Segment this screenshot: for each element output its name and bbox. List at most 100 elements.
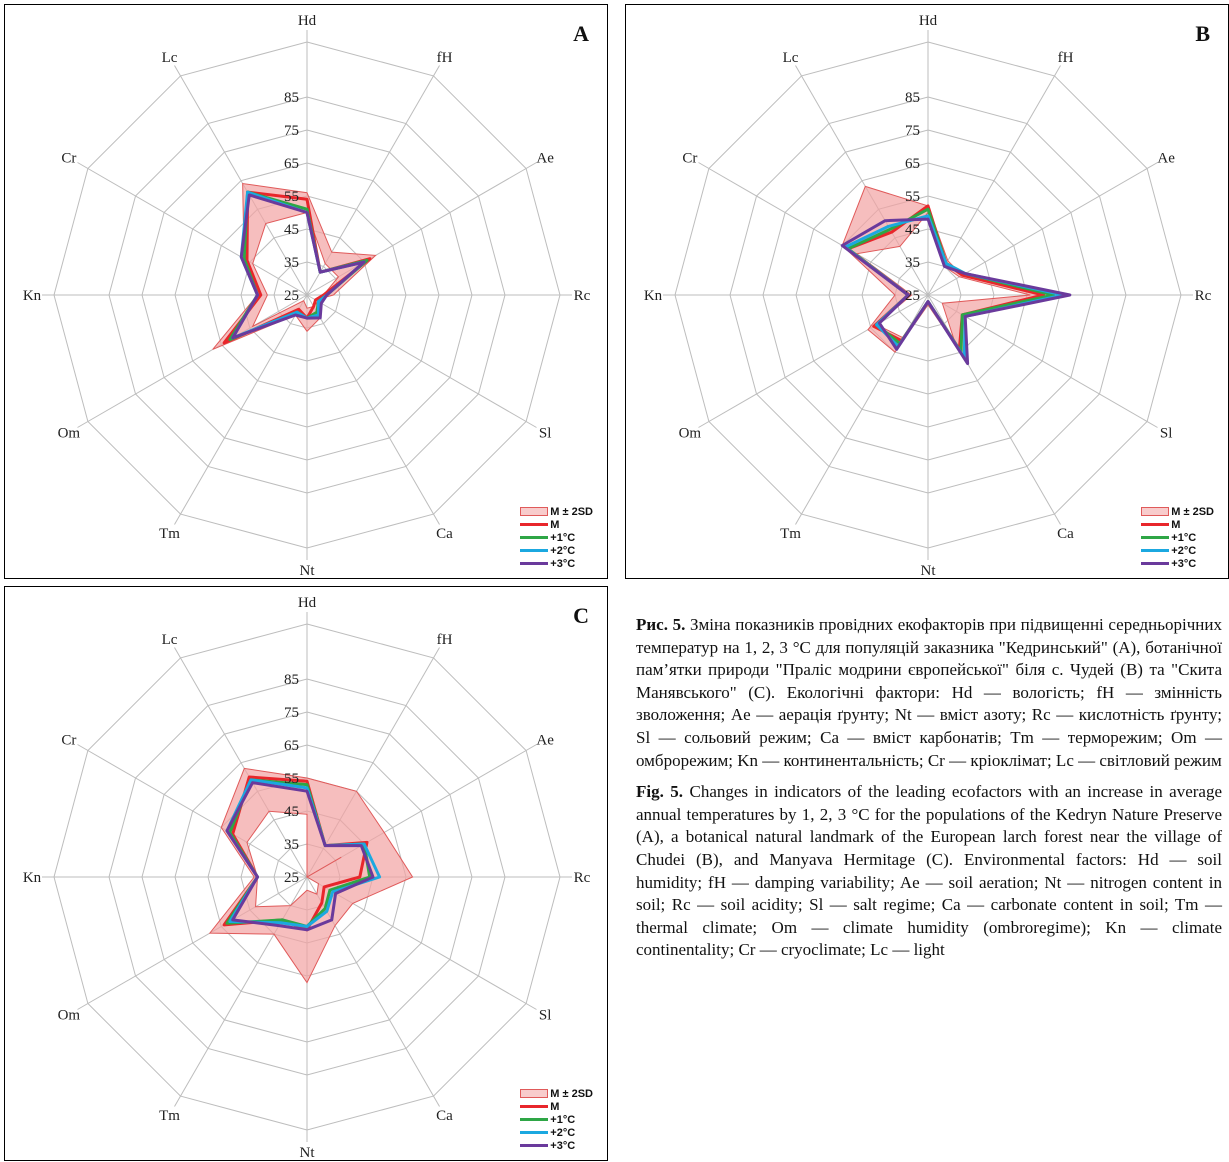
radar-panel-c: 25 35 45 55 65 75 85 Hd fH Ae Rc Sl Ca Nt Tm Om Kn Cr Lc C… (4, 586, 608, 1161)
axis-label-kn: Kn (23, 288, 42, 304)
tick-label: 65 (905, 156, 920, 172)
grid-spoke (698, 162, 929, 296)
legend-entry-plus1: +1°C (520, 531, 593, 544)
legend-label-plus1: +1°C (550, 531, 576, 544)
tick-label: 65 (284, 738, 299, 754)
axis-label-nt: Nt (300, 563, 316, 579)
legend-swatch-band (520, 507, 549, 516)
tick-label: 35 (284, 837, 299, 853)
caption-ukrainian: Рис. 5. Зміна показників провідних екофа… (636, 614, 1222, 772)
tick-label: 55 (905, 189, 920, 205)
caption-en-text: Changes in indicators of the leading eco… (636, 782, 1223, 960)
grid-spoke (174, 294, 308, 525)
grid-spoke (306, 294, 440, 525)
legend-swatch-plus3 (520, 562, 549, 565)
tick-label: 45 (284, 804, 299, 820)
band-area (208, 767, 414, 984)
axis-label-rc: Rc (574, 288, 591, 304)
tick-label: 25 (284, 288, 299, 304)
caption-ua-label: Рис. 5. (636, 615, 686, 634)
tick-label: 35 (905, 255, 920, 271)
caption-english: Fig. 5. Changes in indicators of the lea… (636, 781, 1222, 962)
legend-swatch-plus3 (1141, 562, 1170, 565)
legend-label-plus3: +3°C (550, 1139, 576, 1152)
legend-entry-plus3: +3°C (1141, 557, 1214, 570)
legend-swatch-plus2 (520, 549, 549, 552)
legend-label-band: M ± 2SD (550, 505, 593, 518)
legend-entry-plus2: +2°C (520, 544, 593, 557)
radar-panel-a: 25 35 45 55 65 75 85 Hd fH Ae Rc Sl Ca Nt Tm Om Kn Cr Lc A… (4, 4, 608, 579)
grid-spoke (698, 294, 929, 428)
legend-label-band: M ± 2SD (550, 1087, 593, 1100)
legend-swatch-plus1 (1141, 536, 1170, 539)
tick-label: 75 (284, 705, 299, 721)
legend-swatch-plus3 (520, 1144, 549, 1147)
legend-swatch-plus1 (520, 536, 549, 539)
axis-label-lc: Lc (162, 632, 178, 648)
axis-label-om: Om (58, 1008, 81, 1024)
legend-label-m: M (550, 518, 560, 531)
panel-letter-b: B (1195, 21, 1210, 46)
axis-label-tm: Tm (159, 526, 180, 542)
legend-swatch-plus2 (1141, 549, 1170, 552)
axis-label-kn: Kn (23, 870, 42, 886)
legend-label-plus2: +2°C (550, 1126, 576, 1139)
axis-label-nt: Nt (921, 563, 937, 579)
grid-spoke (77, 744, 308, 878)
legend-swatch-m (520, 523, 549, 526)
tick-label: 35 (284, 255, 299, 271)
legend-label-plus3: +3°C (1171, 557, 1197, 570)
axis-label-kn: Kn (644, 288, 663, 304)
axis-label-lc: Lc (783, 50, 799, 66)
axis-label-fh: fH (437, 50, 453, 66)
legend-label-band: M ± 2SD (1171, 505, 1214, 518)
axis-label-om: Om (679, 426, 702, 442)
legend-entry-plus1: +1°C (520, 1113, 593, 1126)
grid-spoke (927, 65, 1061, 296)
series-line-3-c (840, 217, 1072, 366)
tick-label: 75 (905, 123, 920, 139)
tick-label: 55 (284, 189, 299, 205)
axis-label-cr: Cr (61, 151, 76, 167)
legend-entry-plus1: +1°C (1141, 531, 1214, 544)
legend-swatch-plus1 (520, 1118, 549, 1121)
tick-label: 25 (905, 288, 920, 304)
tick-label: 25 (284, 870, 299, 886)
grid-spoke (306, 294, 537, 428)
axis-label-hd: Hd (298, 13, 317, 29)
legend-label-plus2: +2°C (550, 544, 576, 557)
legend-entry-band: M ± 2SD (1141, 505, 1214, 518)
axis-label-sl: Sl (539, 426, 552, 442)
legend-entry-band: M ± 2SD (520, 1087, 593, 1100)
chart-legend-b: M ± 2SD M +1°C +2°C +3°C (1141, 505, 1214, 570)
chart-legend-c: M ± 2SD M +1°C +2°C +3°C (520, 1087, 593, 1152)
axis-label-ca: Ca (1057, 526, 1074, 542)
axis-label-fh: fH (1058, 50, 1074, 66)
legend-label-plus2: +2°C (1171, 544, 1197, 557)
legend-swatch-plus2 (520, 1131, 549, 1134)
legend-entry-plus3: +3°C (520, 1139, 593, 1152)
axis-label-ca: Ca (436, 1108, 453, 1124)
axis-label-sl: Sl (1160, 426, 1173, 442)
tick-label: 85 (284, 672, 299, 688)
radar-chart-a: 25 35 45 55 65 75 85 Hd fH Ae Rc Sl Ca Nt Tm Om Kn Cr Lc (23, 13, 591, 579)
axis-label-cr: Cr (61, 733, 76, 749)
axis-label-om: Om (58, 426, 81, 442)
axis-label-fh: fH (437, 632, 453, 648)
axis-label-nt: Nt (300, 1145, 316, 1161)
tick-label: 45 (284, 222, 299, 238)
legend-entry-band: M ± 2SD (520, 505, 593, 518)
axis-label-hd: Hd (298, 595, 317, 611)
legend-entry-plus2: +2°C (1141, 544, 1214, 557)
legend-label-m: M (550, 1100, 560, 1113)
series-line-3-c (225, 781, 375, 932)
axis-label-ae: Ae (536, 151, 554, 167)
panel-letter-c: C (573, 603, 589, 628)
axis-label-cr: Cr (682, 151, 697, 167)
grid-spoke (174, 647, 308, 878)
band-area (841, 185, 1064, 363)
radar-chart-c: 25 35 45 55 65 75 85 Hd fH Ae Rc Sl Ca Nt Tm Om Kn Cr Lc (23, 595, 591, 1161)
grid-spoke (174, 65, 308, 296)
axis-label-sl: Sl (539, 1008, 552, 1024)
legend-swatch-m (1141, 523, 1170, 526)
